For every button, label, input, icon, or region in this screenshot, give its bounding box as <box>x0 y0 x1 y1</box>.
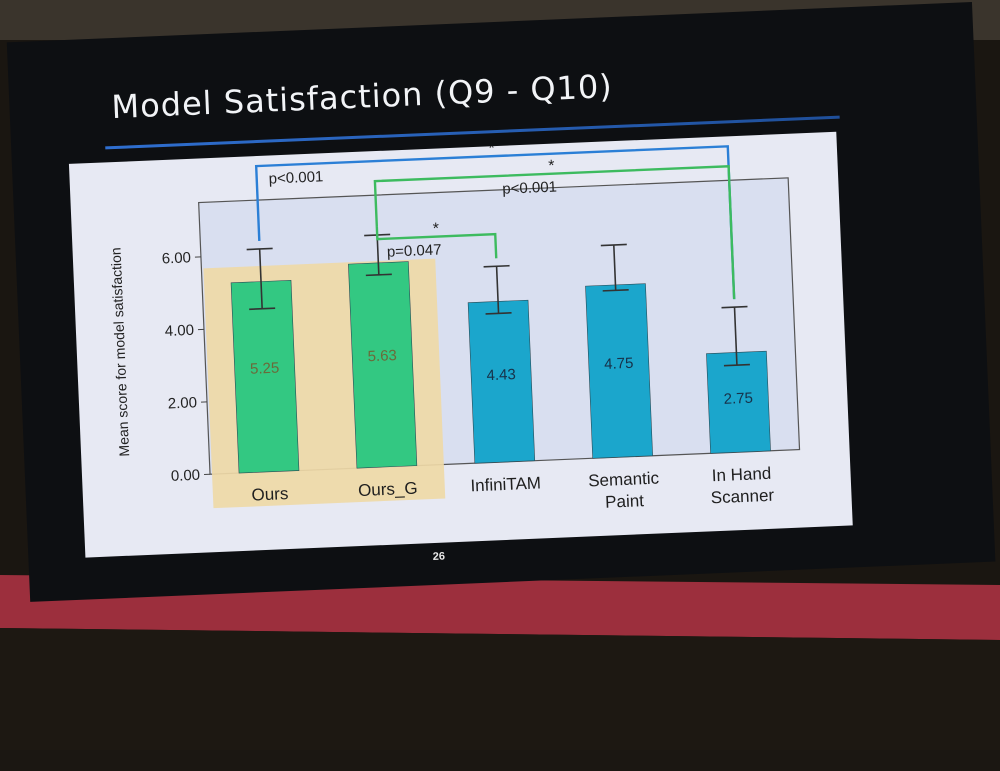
x-category-label: Scanner <box>710 486 774 508</box>
bar-value-label: 5.25 <box>250 360 280 378</box>
bar-value-label: 4.43 <box>486 366 516 384</box>
error-cap-bottom <box>603 290 629 291</box>
y-tick-label: 2.00 <box>168 394 198 412</box>
error-cap-top <box>484 266 510 267</box>
x-category-label: InfiniTAM <box>470 473 541 495</box>
chart-panel: 0.00 2.00 4.00 6.00 Mean score for model sat… <box>69 132 853 558</box>
significance-star: * <box>433 220 440 237</box>
y-axis-label: Mean score for model satisfaction <box>107 247 132 457</box>
x-category-label: Paint <box>605 491 645 512</box>
error-cap-top <box>247 248 273 249</box>
error-cap-bottom <box>724 365 750 366</box>
y-tick-label: 6.00 <box>161 249 191 267</box>
error-cap-bottom <box>486 313 512 314</box>
x-category-label: Ours <box>251 484 289 505</box>
x-category-label: Semantic <box>588 468 660 490</box>
bar-value-label: 5.63 <box>367 347 397 365</box>
bar-value-label: 2.75 <box>723 390 753 408</box>
error-cap-top <box>722 307 748 308</box>
p-value-label: p<0.001 <box>268 168 323 187</box>
p-value-label: p=0.047 <box>387 241 442 260</box>
bar-value-label: 4.75 <box>604 355 634 373</box>
bar <box>348 262 416 469</box>
p-value-label: p<0.001 <box>502 179 557 198</box>
error-cap-bottom <box>366 274 392 275</box>
slide-number: 26 <box>432 551 445 564</box>
y-tick-label: 4.00 <box>164 322 194 340</box>
significance-star: * <box>548 158 555 175</box>
bar-chart: 0.00 2.00 4.00 6.00 Mean score for model sat… <box>69 132 853 558</box>
error-cap-top <box>601 244 627 245</box>
y-tick-label: 0.00 <box>171 467 201 485</box>
error-cap-bottom <box>249 308 275 309</box>
x-category-label: In Hand <box>711 464 771 485</box>
x-category-label: Ours_G <box>358 479 418 500</box>
